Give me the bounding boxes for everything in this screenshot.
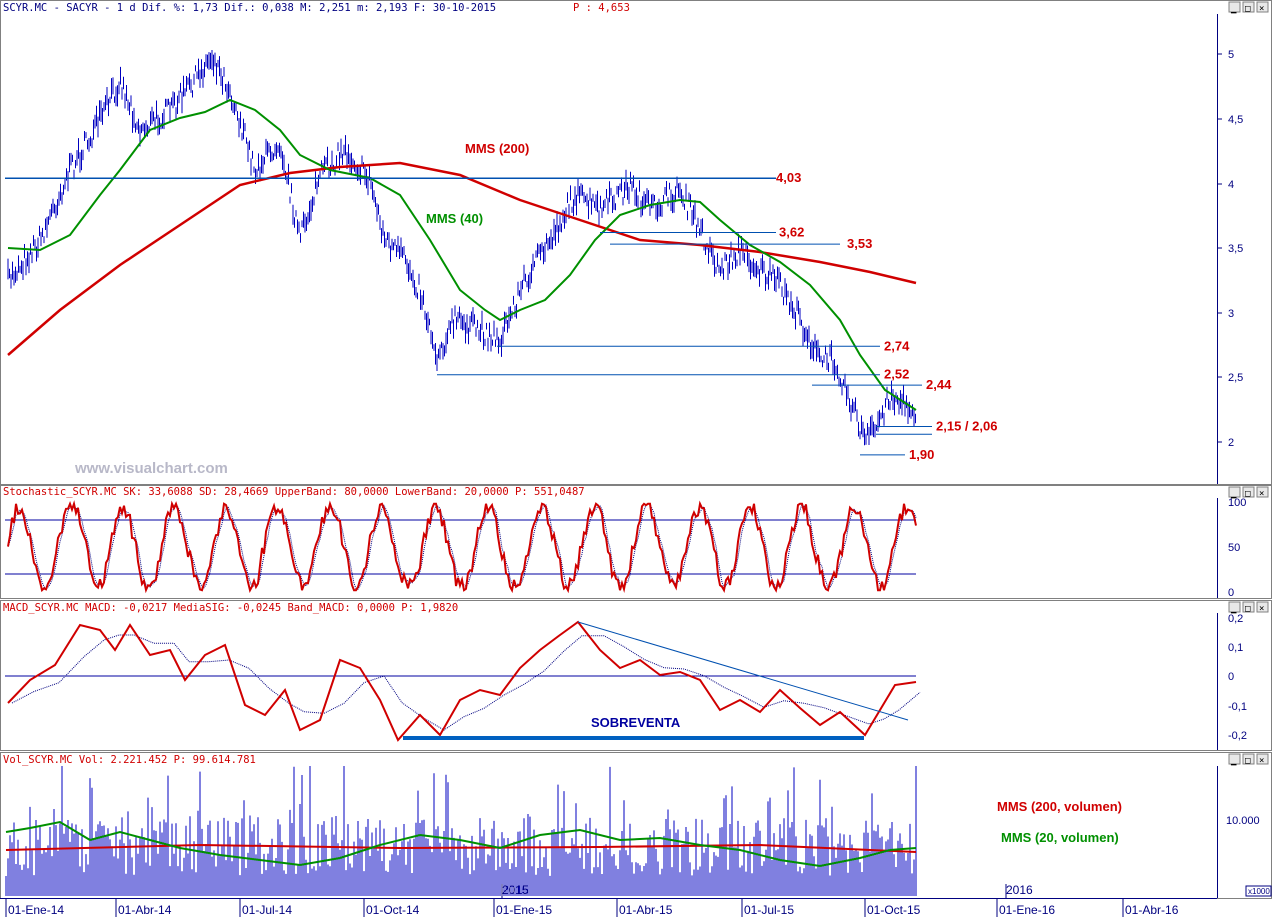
macd-window-buttons[interactable]: ▁ □ × (1228, 601, 1269, 614)
level-label: 3,53 (847, 236, 872, 251)
macd-tick: 0,2 (1228, 613, 1243, 625)
price-plot: 4,03 3,62 3,53 2,74 2,52 2,44 2,15 / 2,061,90 (5, 50, 997, 462)
svg-text:□: □ (1245, 489, 1251, 499)
mms200-label: MMS (200) (465, 141, 529, 156)
x-label: 01-Ene-14 (8, 903, 64, 917)
price-tick: 3 (1228, 308, 1234, 320)
price-tick: 2 (1228, 437, 1234, 449)
x-label: 01-Jul-15 (744, 903, 794, 917)
svg-text:▁: ▁ (1230, 489, 1237, 499)
level-label: 2,44 (926, 377, 952, 392)
price-tick: 3,5 (1228, 243, 1243, 255)
svg-text:×: × (1259, 489, 1264, 499)
volume-header: Vol_SCYR.MC Vol: 2.221.452 P: 99.614.781 (3, 754, 256, 766)
macd-y-axis: 0,2 0,1 0 -0,1 -0,2 (1228, 613, 1247, 742)
price-tick: 5 (1228, 49, 1234, 61)
price-y-axis: 5 4,5 4 3,5 3 2,5 2 (1217, 49, 1243, 449)
price-header-last: P : 4,653 (573, 2, 630, 14)
x-label: 01-Jul-14 (242, 903, 292, 917)
price-tick: 2,5 (1228, 372, 1243, 384)
volume-plot (5, 766, 917, 896)
x-label: 01-Oct-15 (867, 903, 921, 917)
stochastic-window-buttons[interactable]: ▁ □ × (1228, 486, 1269, 499)
macd-tick: 0 (1228, 671, 1234, 683)
svg-text:▁: ▁ (1230, 756, 1237, 766)
price-header: SCYR.MC - SACYR - 1 d Dif. %: 1,73 Dif.:… (3, 2, 496, 14)
svg-text:×: × (1259, 604, 1264, 614)
svg-text:□: □ (1245, 604, 1251, 614)
level-label: 4,03 (776, 170, 801, 185)
svg-text:□: □ (1245, 4, 1251, 14)
mms200-line (7, 161, 917, 356)
macd-tick: -0,2 (1228, 730, 1247, 742)
macd-plot (5, 620, 921, 742)
stochastic-header: Stochastic_SCYR.MC SK: 33,6088 SD: 28,46… (3, 486, 585, 498)
svg-text:×: × (1259, 756, 1264, 766)
maximize-button[interactable] (1242, 1, 1255, 13)
stoch-tick: 0 (1228, 587, 1234, 599)
volume-y-axis: 10.000 x1000 (1226, 815, 1272, 897)
macd-tick: 0,1 (1228, 642, 1243, 654)
macd-line (7, 620, 917, 742)
level-label: 2,15 / 2,06 (936, 419, 997, 434)
macd-signal-line (11, 634, 921, 731)
stoch-tick: 50 (1228, 542, 1240, 554)
stoch-sd-line (7, 503, 917, 591)
volume-tick: 10.000 (1226, 815, 1260, 827)
price-tick: 4,5 (1228, 114, 1243, 126)
stochastic-plot (5, 500, 917, 594)
volume-unit: x1000 (1248, 887, 1270, 896)
vol-mms20-label: MMS (20, volumen) (1001, 830, 1119, 845)
volume-window-buttons[interactable]: ▁ □ × (1228, 753, 1269, 766)
x-label: 01-Abr-16 (1125, 903, 1179, 917)
svg-text:×: × (1259, 4, 1264, 14)
level-label: 2,52 (884, 367, 909, 382)
x-label: 01-Ene-16 (999, 903, 1055, 917)
vol-mms200-label: MMS (200, volumen) (997, 799, 1122, 814)
svg-text:▁: ▁ (1230, 4, 1237, 14)
sobreventa-label: SOBREVENTA (591, 715, 681, 730)
watermark: www.visualchart.com (74, 460, 228, 477)
price-window-buttons[interactable]: ▁ □ × (1228, 1, 1269, 14)
x-axis: 01-Ene-14 01-Abr-14 01-Jul-14 01-Oct-14 01-E… (0, 883, 1217, 917)
svg-text:▁: ▁ (1230, 604, 1237, 614)
level-label: 2,74 (884, 338, 910, 353)
macd-tick: -0,1 (1228, 701, 1247, 713)
stoch-tick: 100 (1228, 497, 1246, 509)
x-label: 01-Abr-15 (619, 903, 673, 917)
svg-text:□: □ (1245, 756, 1251, 766)
stoch-sk-line (7, 500, 917, 594)
price-tick: 4 (1228, 179, 1234, 191)
level-label: 3,62 (779, 225, 804, 240)
price-bars (7, 50, 916, 446)
x-label: 01-Abr-14 (118, 903, 172, 917)
year-marker: 2016 (1006, 883, 1033, 897)
macd-header: MACD_SCYR.MC MACD: -0,0217 MediaSIG: -0,… (3, 602, 458, 614)
year-marker: 2015 (502, 883, 529, 897)
volume-bars (5, 766, 917, 896)
level-label: 1,90 (909, 447, 934, 462)
close-button[interactable] (1256, 1, 1269, 13)
vol-mms20-line (5, 820, 917, 868)
mms40-label: MMS (40) (426, 211, 483, 226)
mms40-line (7, 98, 917, 411)
macd-trendline (577, 621, 909, 721)
x-label: 01-Ene-15 (496, 903, 552, 917)
minimize-button[interactable] (1228, 1, 1241, 13)
stochastic-y-axis: 100 50 0 (1228, 497, 1246, 599)
x-label: 01-Oct-14 (366, 903, 420, 917)
